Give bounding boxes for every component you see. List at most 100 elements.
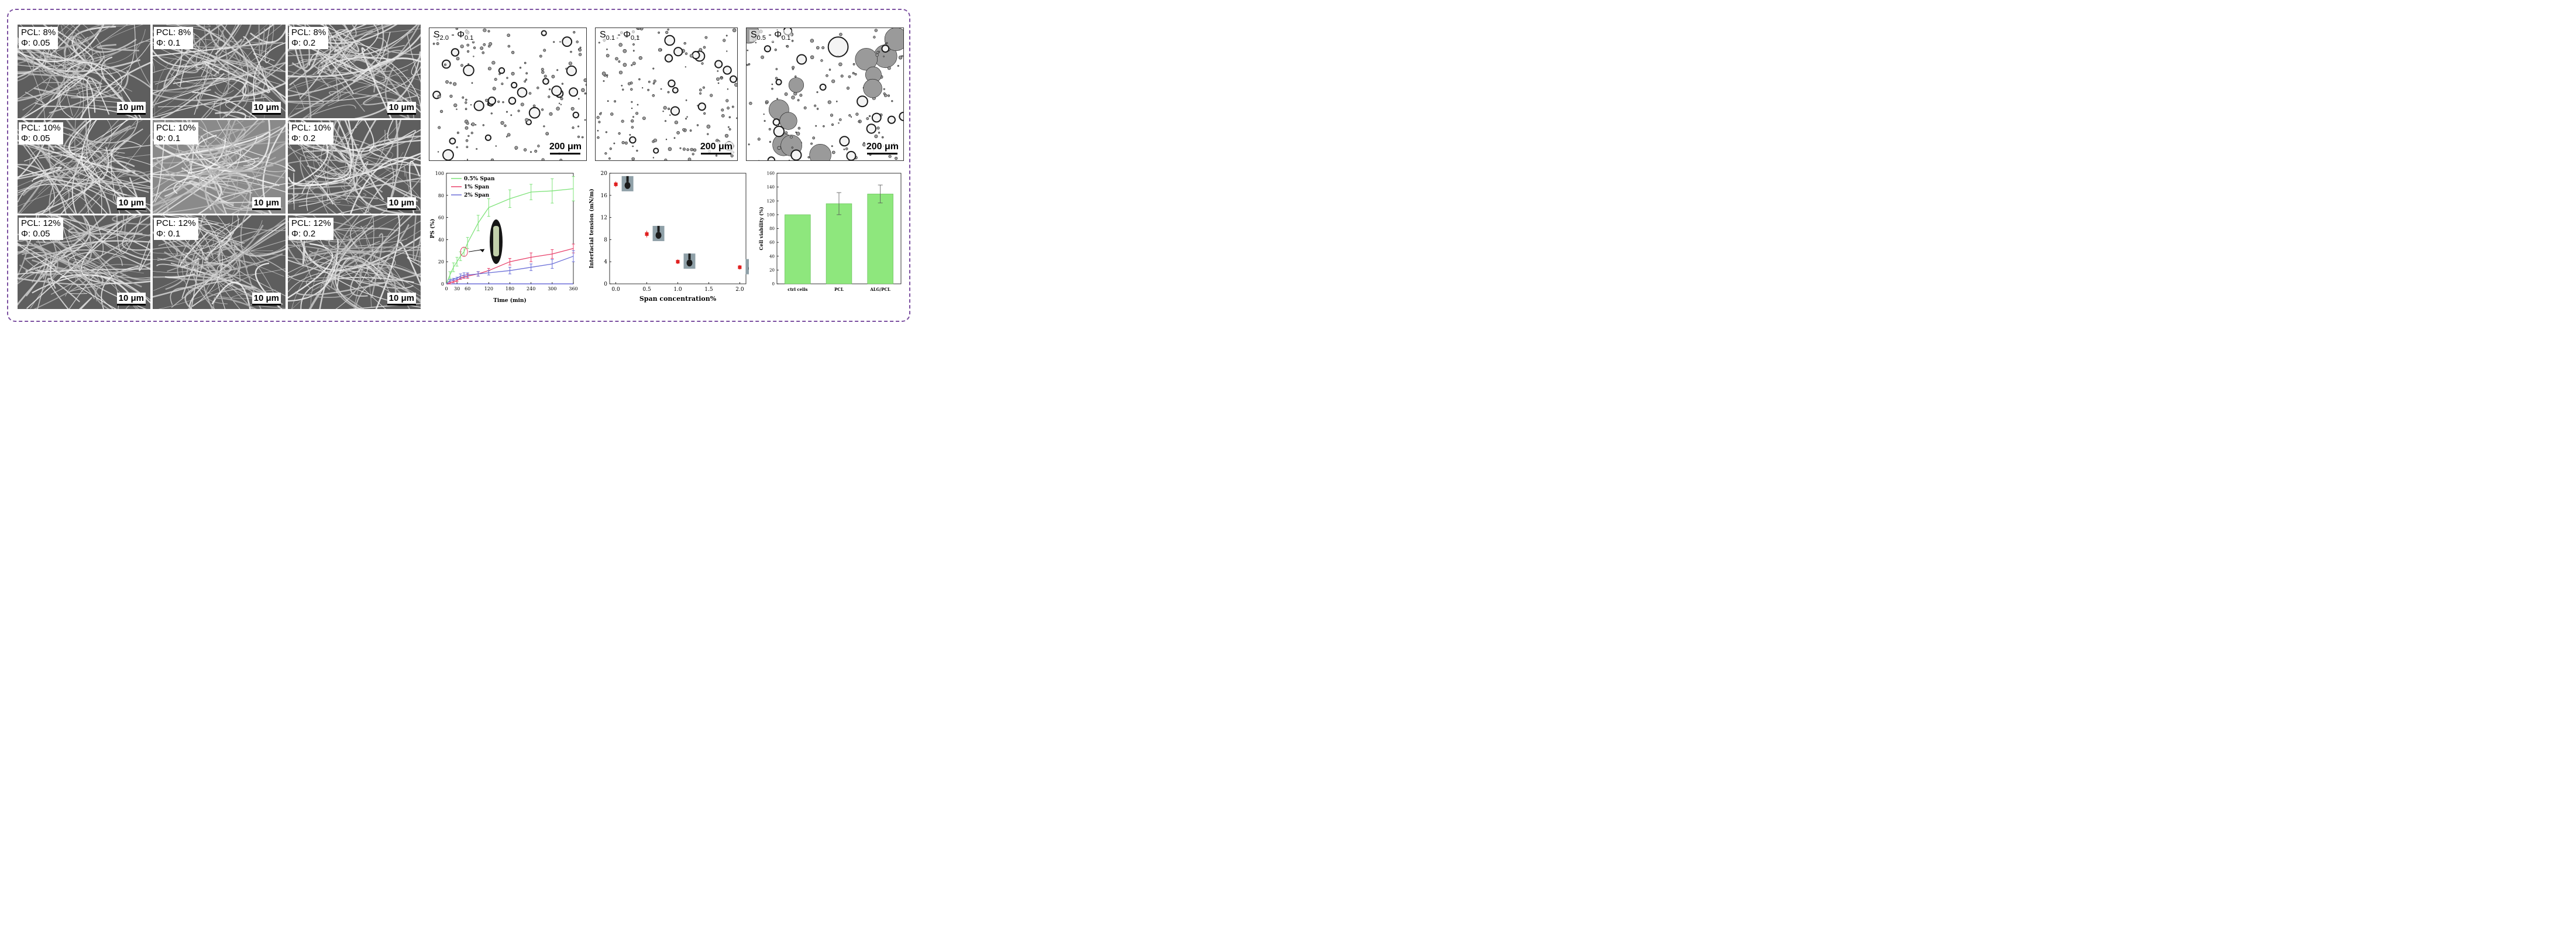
phi-label: Φ: 0.05 [21, 133, 50, 143]
y-tick-label: 12 [601, 215, 607, 221]
bar [785, 214, 811, 284]
ps-release-chart: 0 20 40 60 80 100 0 30 60 120 180 240 300 360 Time (mi… [427, 169, 579, 306]
sem-panel: PCL: 8% Φ: 0.05 10 μm [18, 25, 150, 118]
x-tick-label: 2.0 [735, 287, 744, 293]
pcl-concentration-label: PCL: 12% [291, 218, 331, 228]
pendant-drop [655, 231, 662, 239]
pendant-drop [686, 259, 693, 267]
scale-bar-label: 10 μm [387, 197, 416, 210]
vial-liquid [493, 226, 499, 256]
phi-label: Φ: 0.05 [21, 38, 50, 48]
sem-panel-label: PCL: 10% Φ: 0.2 [289, 122, 333, 145]
category-label: PCL [834, 287, 844, 292]
x-tick-label: 1.5 [704, 287, 713, 293]
phi-label: Φ: 0.1 [156, 133, 181, 143]
sem-panel: PCL: 10% Φ: 0.2 10 μm [288, 120, 421, 214]
sem-panel-label: PCL: 8% Φ: 0.05 [19, 27, 59, 49]
scale-bar-line [550, 153, 581, 155]
droplet-field [432, 28, 586, 160]
pcl-concentration-label: PCL: 8% [156, 28, 191, 37]
pcl-concentration-label: PCL: 10% [21, 123, 61, 133]
sem-panel-label: PCL: 8% Φ: 0.2 [289, 27, 329, 49]
scale-bar-label: 10 μm [116, 102, 146, 115]
sem-panel: PCL: 8% Φ: 0.2 10 μm [288, 25, 421, 118]
legend-label: 0.5% Span [464, 176, 495, 182]
y-tick-label: 80 [769, 226, 775, 231]
needle [688, 253, 691, 260]
y-tick-label: 60 [438, 215, 444, 221]
y-tick-label: 100 [435, 171, 444, 176]
needle [657, 225, 660, 232]
pcl-concentration-label: PCL: 10% [291, 123, 331, 133]
highlight-circle [460, 246, 468, 257]
pendant-drop [624, 181, 631, 189]
y-tick-label: 140 [767, 185, 775, 190]
y-tick-label: 40 [769, 254, 775, 259]
bar [826, 203, 852, 284]
x-tick-label: 30 [454, 286, 460, 291]
y-tick-label: 20 [601, 171, 608, 177]
y-tick-label: 100 [767, 212, 775, 217]
phi-label: Φ: 0.1 [156, 38, 181, 48]
scale-bar-label: 10 μm [252, 102, 281, 115]
scale-bar-label: 200 μm [549, 142, 582, 152]
legend-label: 1% Span [464, 184, 490, 190]
category-label: ctrl cells [787, 287, 807, 292]
y-tick-label: 0 [441, 282, 444, 287]
interfacial-tension-chart: 0 4 8 12 16 20 0.0 0.5 1.0 1.5 2.0 Span concentrati… [585, 169, 749, 306]
inset-arrow-head [480, 249, 484, 252]
x-tick-label: 0.5 [642, 287, 651, 293]
x-tick-label: 0.0 [611, 287, 620, 293]
scale-bar: 200 μm [865, 142, 900, 155]
x-tick-label: 0 [445, 286, 448, 291]
x-tick-label: 360 [569, 286, 577, 291]
scale-bar-label: 10 μm [387, 102, 416, 115]
droplet-field [596, 28, 737, 160]
micrograph-s05-phi01: S0.5 - Φ0.1 200 μm [746, 28, 904, 161]
scale-bar-line [867, 153, 898, 155]
data-point [738, 265, 742, 269]
sem-panel-label: PCL: 12% Φ: 0.1 [154, 218, 198, 240]
data-point [676, 260, 680, 264]
x-tick-label: 240 [527, 286, 535, 291]
y-axis-label: PS (%) [429, 219, 436, 238]
x-axis-label: Span concentration% [639, 295, 717, 303]
pcl-concentration-label: PCL: 8% [21, 28, 56, 37]
scale-bar-label: 10 μm [252, 197, 281, 210]
sem-panel-label: PCL: 10% Φ: 0.05 [19, 122, 63, 145]
micrograph-label: S0.1 - Φ0.1 [599, 30, 641, 42]
sem-panel-label: PCL: 12% Φ: 0.05 [19, 218, 63, 240]
pcl-concentration-label: PCL: 12% [21, 218, 61, 228]
phi-label: Φ: 0.05 [21, 229, 50, 239]
phi-label: Φ: 0.1 [156, 229, 181, 239]
y-tick-label: 60 [769, 241, 775, 245]
sem-panel-label: PCL: 8% Φ: 0.1 [154, 27, 194, 49]
figure-frame [7, 9, 910, 322]
bar [867, 194, 893, 284]
scale-bar: 200 μm [699, 142, 734, 155]
y-tick-label: 4 [604, 259, 607, 265]
data-point [645, 232, 649, 236]
legend-label: 2% Span [464, 193, 490, 198]
phi-label: Φ: 0.2 [291, 38, 316, 48]
y-tick-label: 120 [767, 199, 775, 204]
scale-bar-label: 200 μm [866, 142, 899, 152]
sem-panel: PCL: 12% Φ: 0.05 10 μm [18, 215, 150, 309]
category-label: ALG/PCL [869, 287, 890, 292]
sem-panel-label: PCL: 12% Φ: 0.2 [289, 218, 333, 240]
data-point [614, 182, 618, 186]
y-tick-label: 40 [438, 237, 444, 242]
pendant-drop [748, 266, 749, 270]
x-tick-label: 1.0 [673, 287, 682, 293]
scale-bar-label: 10 μm [387, 293, 416, 306]
y-axis-label: Cell viability (%) [758, 207, 764, 250]
y-axis-label: Interfacial tension (mN/m) [589, 188, 595, 268]
y-tick-label: 0 [772, 282, 775, 287]
cell-viability-chart: 0 20 40 60 80 100 120 140 160 Cell viability (%) c… [755, 169, 904, 306]
micrograph-s2-phi01: S2.0 - Φ0.1 200 μm [429, 28, 587, 161]
pcl-concentration-label: PCL: 12% [156, 218, 196, 228]
y-tick-label: 80 [438, 193, 444, 198]
x-tick-label: 180 [505, 286, 514, 291]
scale-bar-label: 10 μm [116, 197, 146, 210]
phi-label: Φ: 0.2 [291, 133, 316, 143]
